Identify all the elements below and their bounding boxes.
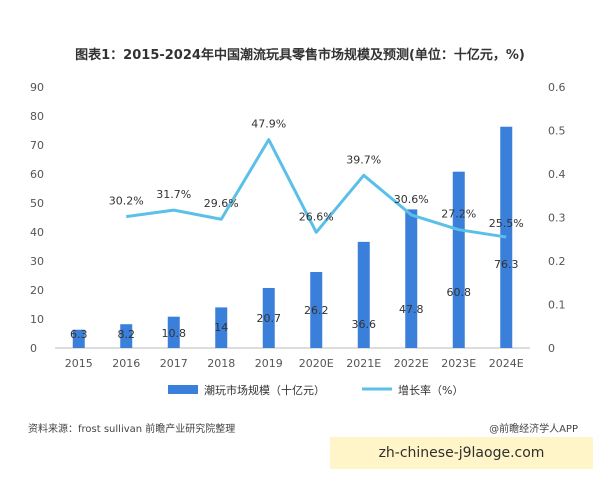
y-right-tick-label: 0.4 — [548, 168, 566, 181]
x-tick-label: 2023E — [441, 357, 476, 370]
growth-rate-label: 30.2% — [109, 195, 144, 208]
y-left-tick-label: 60 — [30, 168, 44, 181]
site-banner: zh-chinese-j9laoge.com — [330, 437, 593, 469]
bar-value-label: 76.3 — [494, 258, 519, 271]
y-right-tick-label: 0.1 — [548, 299, 566, 312]
y-left-tick-label: 40 — [30, 226, 44, 239]
y-right-tick-label: 0 — [548, 342, 555, 355]
bar-series — [72, 126, 513, 348]
legend: 潮玩市场规模（十亿元） 增长率（%） — [168, 383, 463, 397]
axes: 0 10 20 30 40 50 60 70 80 90 0 0.1 0.2 0.3 0.4 0.5 0.6 20… — [30, 81, 566, 370]
growth-rate-label: 27.2% — [441, 208, 476, 221]
bar — [120, 324, 133, 348]
x-tick-label: 2016 — [112, 357, 140, 370]
legend-bar-label: 潮玩市场规模（十亿元） — [204, 383, 325, 397]
bar-value-label: 36.6 — [352, 318, 377, 331]
growth-rate-label: 30.6% — [394, 193, 429, 206]
bar-value-label: 6.3 — [70, 328, 88, 341]
legend-bar-swatch — [168, 385, 198, 394]
y-left-tick-label: 80 — [30, 110, 44, 123]
bar-value-label: 47.8 — [399, 303, 424, 316]
bar — [452, 171, 465, 348]
y-left-tick-label: 0 — [30, 342, 37, 355]
y-right-tick-label: 0.3 — [548, 212, 566, 225]
x-tick-label: 2015 — [65, 357, 93, 370]
bar — [72, 329, 85, 348]
growth-line — [126, 138, 507, 239]
growth-rate-label: 39.7% — [346, 153, 381, 166]
bar-value-label: 60.8 — [447, 286, 472, 299]
bar — [167, 316, 180, 348]
x-tick-label: 2020E — [299, 357, 334, 370]
growth-rate-label: 31.7% — [156, 188, 191, 201]
y-right-tick-label: 0.6 — [548, 81, 566, 94]
y-right-tick-label: 0.5 — [548, 125, 566, 138]
y-left-tick-label: 50 — [30, 197, 44, 210]
data-labels: 6.3 8.2 10.8 14 20.7 26.2 36.6 47.8 60.8 76.3 30.2… — [70, 118, 524, 341]
bar-value-label: 26.2 — [304, 304, 329, 317]
brand-credit: @前瞻经济学人APP — [489, 424, 578, 435]
bar-value-label: 10.8 — [162, 327, 187, 340]
y-right-tick-label: 0.2 — [548, 255, 566, 268]
bar — [262, 287, 275, 348]
bar — [310, 272, 323, 348]
x-tick-label: 2019 — [255, 357, 283, 370]
growth-rate-label: 29.6% — [204, 197, 239, 210]
y-left-tick-label: 90 — [30, 81, 44, 94]
x-tick-label: 2018 — [207, 357, 235, 370]
x-tick-label: 2021E — [346, 357, 381, 370]
bar — [405, 209, 418, 348]
growth-rate-label: 47.9% — [251, 118, 286, 131]
x-tick-label: 2024E — [489, 357, 524, 370]
bar — [357, 241, 370, 348]
chart-title: 图表1：2015-2024年中国潮流玩具零售市场规模及预测(单位：十亿元，%) — [75, 48, 525, 63]
y-left-tick-label: 20 — [30, 284, 44, 297]
x-tick-label: 2022E — [394, 357, 429, 370]
y-left-tick-label: 10 — [30, 313, 44, 326]
y-left-tick-label: 30 — [30, 255, 44, 268]
source-note: 资料来源：frost sullivan 前瞻产业研究院整理 — [28, 424, 236, 435]
y-left-tick-label: 70 — [30, 139, 44, 152]
bar — [215, 307, 228, 348]
growth-rate-label: 26.6% — [299, 210, 334, 223]
bar — [500, 126, 513, 348]
growth-line-series — [126, 138, 507, 239]
bar-value-label: 14 — [214, 321, 228, 334]
bar-value-label: 20.7 — [257, 312, 282, 325]
x-tick-label: 2017 — [160, 357, 188, 370]
legend-line-label: 增长率（%） — [398, 383, 463, 397]
growth-rate-label: 25.5% — [489, 217, 524, 230]
bar-value-label: 8.2 — [118, 328, 136, 341]
